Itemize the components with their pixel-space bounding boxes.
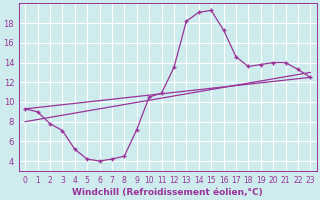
X-axis label: Windchill (Refroidissement éolien,°C): Windchill (Refroidissement éolien,°C) bbox=[72, 188, 263, 197]
